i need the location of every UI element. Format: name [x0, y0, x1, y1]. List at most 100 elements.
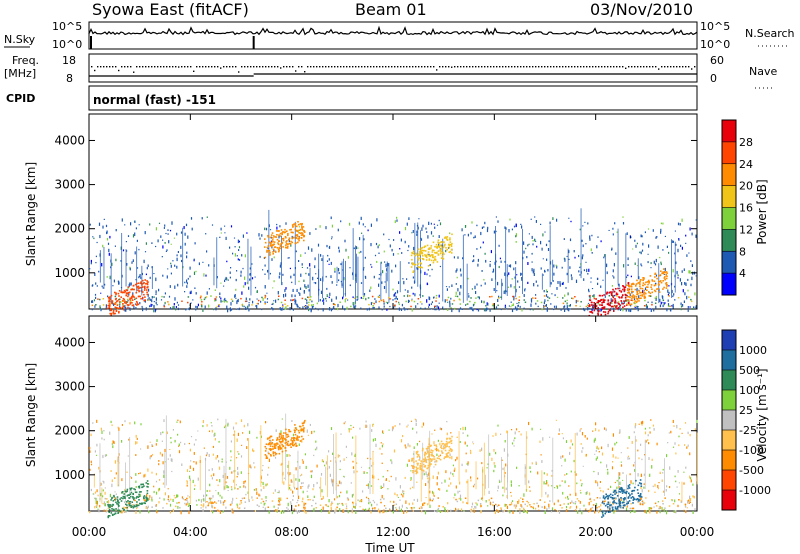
echo-streak	[309, 267, 311, 297]
echo-feature-point	[143, 496, 145, 498]
echo-point	[148, 498, 150, 500]
echo-point	[312, 276, 314, 281]
echo-point	[161, 256, 163, 258]
echo-point	[186, 480, 188, 484]
echo-point	[247, 305, 249, 309]
echo-point	[132, 234, 135, 238]
echo-feature-point	[411, 252, 414, 255]
echo-streak	[357, 256, 359, 301]
echo-feature-point	[113, 509, 116, 512]
echo-point	[315, 282, 317, 285]
echo-point	[473, 303, 475, 306]
echo-feature-point	[298, 431, 301, 434]
echo-point	[331, 281, 333, 284]
echo-point	[102, 304, 105, 306]
echo-point	[331, 238, 333, 240]
echo-point	[648, 442, 650, 445]
echo-point	[96, 285, 98, 287]
echo-point	[523, 294, 525, 297]
echo-point	[367, 509, 369, 511]
echo-point	[491, 278, 493, 281]
echo-point	[690, 283, 692, 287]
echo-feature-point	[278, 240, 281, 242]
freq-dot	[139, 66, 141, 68]
echo-point	[244, 254, 246, 258]
echo-point	[520, 433, 522, 436]
echo-feature-point	[610, 292, 613, 295]
echo-feature-point	[418, 459, 421, 461]
echo-point	[206, 501, 208, 503]
echo-feature-point	[628, 291, 631, 294]
echo-point	[662, 301, 664, 304]
echo-point	[361, 232, 363, 234]
echo-feature-point	[282, 231, 284, 233]
echo-point	[481, 462, 483, 465]
echo-point	[334, 304, 336, 306]
freq-dot	[487, 66, 489, 68]
echo-point	[350, 428, 352, 431]
echo-feature-point	[302, 424, 304, 427]
freq-dot	[607, 66, 609, 68]
echo-point	[170, 243, 172, 245]
echo-feature-point	[630, 303, 633, 305]
echo-feature-point	[107, 304, 109, 307]
echo-point	[129, 299, 132, 302]
echo-point	[518, 431, 520, 433]
echo-feature-point	[303, 422, 305, 424]
echo-feature-point	[434, 258, 437, 261]
echo-point	[648, 244, 650, 248]
echo-point	[329, 473, 331, 477]
echo-point	[202, 420, 204, 424]
echo-point	[352, 272, 354, 276]
echo-point	[568, 258, 570, 260]
echo-feature-point	[440, 241, 442, 244]
echo-feature-point	[301, 232, 303, 234]
echo-point	[396, 216, 398, 219]
echo-point	[347, 498, 349, 501]
echo-point	[206, 452, 208, 455]
echo-feature-point	[288, 429, 290, 431]
echo-feature-point	[129, 493, 132, 495]
echo-point	[407, 443, 409, 447]
echo-point	[322, 506, 324, 510]
echo-point	[360, 296, 362, 299]
echo-feature-point	[657, 280, 660, 283]
echo-point	[566, 305, 568, 309]
echo-point	[272, 492, 275, 494]
echo-point	[655, 505, 658, 507]
echo-streak	[442, 238, 444, 302]
echo-point	[490, 497, 493, 500]
echo-point	[359, 427, 361, 430]
echo-point	[90, 259, 92, 263]
echo-point	[264, 502, 266, 505]
echo-point	[208, 469, 210, 472]
echo-point	[212, 495, 214, 498]
echo-point	[289, 267, 291, 270]
echo-point	[433, 495, 435, 497]
echo-feature-point	[651, 288, 653, 290]
echo-point	[455, 283, 457, 285]
echo-point	[240, 502, 243, 504]
echo-point	[606, 271, 608, 275]
echo-feature-point	[607, 312, 609, 315]
freq-dot	[190, 66, 192, 68]
echo-point	[481, 447, 483, 451]
echo-point	[156, 510, 158, 514]
echo-point	[345, 248, 347, 252]
echo-point	[114, 245, 116, 247]
echo-point	[225, 276, 227, 280]
echo-point	[510, 284, 512, 288]
freq-dot	[367, 66, 369, 68]
echo-point	[593, 439, 595, 443]
echo-point	[398, 303, 400, 306]
echo-point	[111, 262, 113, 266]
echo-point	[149, 495, 151, 498]
echo-feature-point	[130, 488, 132, 491]
echo-feature-point	[274, 236, 276, 238]
echo-point	[595, 502, 597, 507]
echo-point	[367, 457, 369, 460]
echo-feature-point	[114, 512, 117, 514]
echo-point	[138, 248, 140, 251]
echo-feature-point	[147, 281, 149, 283]
echo-point	[138, 473, 140, 475]
